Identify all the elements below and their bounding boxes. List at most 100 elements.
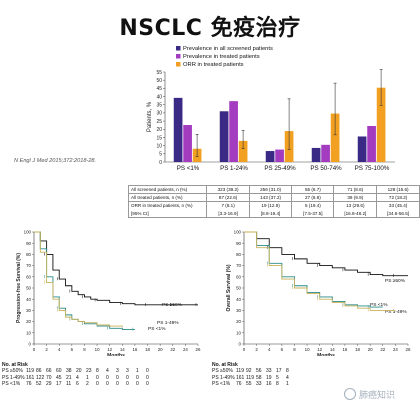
risk-value: 5 <box>276 374 279 381</box>
risk-value: 8 <box>286 368 289 375</box>
x-tick-label: PS 25-49% <box>264 165 296 172</box>
table-row-label: All screened patients, n (%) <box>127 184 208 195</box>
table-cell: 13 (29.6) [16.8-48.2] <box>333 201 378 218</box>
bar-1 <box>265 151 275 162</box>
patient-data-table: All screened patients, n (%) 323 (39.2) 25… <box>127 184 420 218</box>
risk-value: 119 <box>236 368 244 375</box>
risk-value: 21 <box>66 374 72 381</box>
x-tick-label: 24 <box>393 347 398 352</box>
table-row: All treated patients, n (%) 87 (22.6) 143 … <box>127 193 420 203</box>
y-axis-label: Progression-free Survival (%) <box>16 253 22 323</box>
x-tick-label: 20 <box>158 347 163 352</box>
y-tick-label: 30 <box>156 111 162 117</box>
x-tick-label: PS <1% <box>177 165 200 172</box>
risk-value: 56 <box>256 368 262 375</box>
table-cell: 87 (22.6) <box>206 193 250 203</box>
y-tick-label: 100 <box>24 230 32 235</box>
risk-value: 45 <box>56 374 62 381</box>
x-tick-label: 16 <box>132 347 137 352</box>
y-tick-label: 20 <box>26 319 31 324</box>
risk-row: PS <1% 76 55 33 16 8 1 <box>212 381 296 387</box>
y-tick-label: 0 <box>29 342 32 347</box>
x-tick-label: 12 <box>317 347 322 352</box>
risk-value: 76 <box>236 381 242 388</box>
y-axis-label: Patients, % <box>147 101 153 132</box>
risk-table-pfs: No. at Risk PS ≥50% 119 86 66 60 38 20 23 8 4 3 3 1 0 P… <box>2 362 156 388</box>
y-tick-label: 70 <box>236 263 241 268</box>
risk-row: PS 1-49%161 122 70 45 21 4 1 0 0 0 0 0 0 <box>2 375 156 381</box>
table-cell: 33 (45.4) [34.6-56.5] <box>376 201 420 218</box>
y-tick-label: 80 <box>236 252 241 257</box>
y-tick-label: 40 <box>236 297 241 302</box>
series-label: PS 1-49% <box>157 320 179 326</box>
bar-1 <box>173 97 183 162</box>
y-tick-label: 10 <box>236 330 241 335</box>
bar-1 <box>357 136 367 162</box>
risk-value: 60 <box>56 368 62 375</box>
watermark: 肺癌知识 <box>344 388 395 401</box>
risk-value: 38 <box>66 368 72 375</box>
series-label: PS ≥50% <box>162 302 183 308</box>
x-tick-label: 14 <box>330 347 335 352</box>
x-tick-label: 18 <box>355 347 360 352</box>
risk-value: 1 <box>286 381 289 388</box>
legend-swatch <box>176 62 181 67</box>
x-tick-label: 20 <box>368 347 373 352</box>
y-tick-label: 100 <box>234 230 242 235</box>
risk-value: 0 <box>146 381 149 388</box>
risk-value: 0 <box>126 381 129 388</box>
risk-value: 0 <box>106 374 109 381</box>
risk-value: 23 <box>86 368 92 375</box>
bar-2 <box>321 144 330 162</box>
risk-value: 11 <box>66 381 72 388</box>
y-tick-label: 5 <box>159 152 162 158</box>
risk-row-label: PS <1% <box>2 381 21 388</box>
x-tick-label: 22 <box>170 347 175 352</box>
risk-row-label: PS 1-49% <box>2 374 25 381</box>
x-tick-label: 18 <box>145 347 150 352</box>
x-tick-label: 2 <box>255 347 258 352</box>
risk-value: 0 <box>136 381 139 388</box>
y-tick-label: 60 <box>236 274 241 279</box>
x-tick-label: 6 <box>71 347 74 352</box>
y-tick-label: 90 <box>236 241 241 246</box>
table-cell: 71 (8.6) <box>333 184 378 195</box>
x-tick-label: 8 <box>83 347 86 352</box>
risk-value: 3 <box>126 368 129 375</box>
y-tick-label: 70 <box>26 263 31 268</box>
table-cell: 128 (15.6) <box>376 184 420 195</box>
risk-value: 119 <box>26 368 34 375</box>
table-row: All screened patients, n (%) 323 (39.2) 25… <box>127 184 420 195</box>
risk-value: 1 <box>86 374 89 381</box>
risk-title: No. at Risk <box>212 362 238 368</box>
risk-value: 4 <box>106 368 109 375</box>
table-cell: 55 (6.7) <box>291 184 335 195</box>
risk-value: 66 <box>46 368 52 375</box>
page-title: NSCLC 免疫治疗 <box>119 16 301 41</box>
x-tick-label: 4 <box>58 347 61 352</box>
km-curve-3 <box>244 231 396 311</box>
table-cell: 323 (39.2) <box>206 184 250 195</box>
risk-value: 3 <box>116 368 119 375</box>
series-label: PS <1% <box>370 302 388 308</box>
y-tick-label: 90 <box>26 241 31 246</box>
risk-value: 17 <box>56 381 62 388</box>
table-row-label: ORR in treated patients, n (%) [95% CI] <box>127 201 208 218</box>
risk-value: 86 <box>36 368 42 375</box>
risk-value: 55 <box>246 381 252 388</box>
risk-value: 4 <box>76 374 79 381</box>
legend-label: ORR in treated patients <box>183 62 244 68</box>
risk-row: PS ≥50% 119 86 66 60 38 20 23 8 4 3 3 1 0 <box>2 368 156 374</box>
x-tick-label: 12 <box>107 347 112 352</box>
orr-bar-chart: 0 5 10 15 20 25 30 35 40 45 50 55 Patients, % PS <1% P… <box>147 46 395 172</box>
km-curve-1 <box>244 231 408 277</box>
citation: N Engl J Med 2015;372:2018-28. <box>14 158 97 164</box>
x-tick-label: 16 <box>342 347 347 352</box>
legend-label: Prevalence in all screened patients <box>183 46 273 52</box>
y-tick-label: 45 <box>156 86 162 92</box>
watermark-text: 肺癌知识 <box>359 390 396 400</box>
x-tick-label: 4 <box>268 347 271 352</box>
risk-value: 161 <box>236 374 245 381</box>
x-tick-label: 6 <box>281 347 284 352</box>
